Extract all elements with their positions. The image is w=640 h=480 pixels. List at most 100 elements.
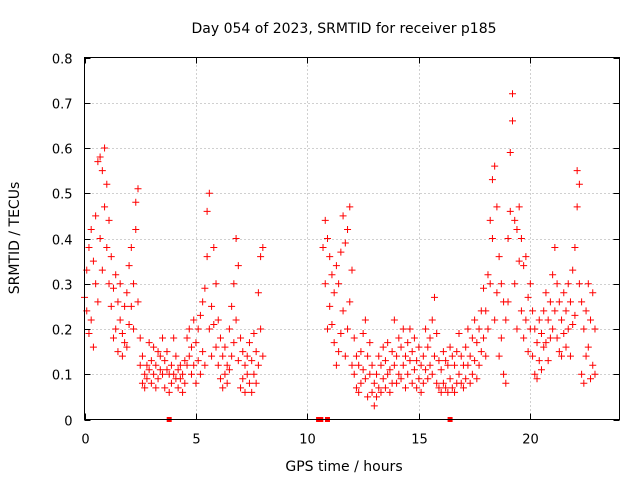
- data-point: [413, 357, 421, 365]
- data-point: [190, 361, 198, 369]
- data-point: [118, 330, 126, 338]
- data-point: [462, 375, 470, 383]
- data-point: [163, 348, 171, 356]
- data-point: [185, 325, 193, 333]
- data-point: [199, 348, 207, 356]
- data-point: [375, 352, 383, 360]
- data-point: [101, 203, 109, 211]
- data-point: [234, 262, 242, 270]
- data-point: [208, 302, 216, 310]
- data-point: [323, 235, 331, 242]
- data-point: [361, 375, 369, 383]
- data-point: [397, 375, 405, 383]
- y-tick-label: 0: [64, 415, 72, 430]
- data-point: [582, 307, 590, 315]
- data-point: [502, 316, 510, 324]
- data-point: [395, 370, 403, 378]
- data-point: [560, 289, 568, 297]
- data-point: [350, 370, 358, 378]
- data-point: [156, 352, 164, 360]
- data-point: [127, 244, 135, 252]
- data-point: [332, 361, 340, 369]
- data-point: [544, 316, 552, 324]
- data-point: [194, 357, 202, 365]
- data-point: [328, 320, 336, 328]
- data-point: [504, 298, 512, 306]
- data-point: [156, 366, 164, 374]
- y-tick-label: 0.4: [52, 234, 73, 249]
- data-point: [346, 203, 354, 211]
- data-point: [564, 325, 572, 333]
- x-tick-label: 20: [522, 433, 539, 448]
- data-point: [497, 280, 505, 288]
- data-point: [125, 320, 133, 328]
- data-point: [468, 334, 476, 342]
- data-point: [243, 370, 251, 378]
- data-point: [94, 298, 102, 306]
- data-point: [435, 357, 443, 365]
- data-point: [85, 244, 93, 252]
- data-point: [553, 334, 561, 342]
- data-point: [535, 316, 543, 324]
- data-point: [348, 266, 356, 274]
- data-point: [89, 343, 97, 351]
- data-point: [506, 149, 514, 157]
- data-point: [437, 388, 445, 396]
- data-point: [96, 235, 104, 242]
- y-tick-label: 0.1: [52, 369, 73, 384]
- data-point: [564, 280, 572, 288]
- data-point: [580, 325, 588, 333]
- data-point: [114, 348, 122, 356]
- data-point: [239, 348, 247, 356]
- x-tick-label: 10: [299, 433, 316, 448]
- data-point: [575, 280, 583, 288]
- data-point: [219, 352, 227, 360]
- data-point: [344, 225, 352, 233]
- data-point: [433, 330, 441, 338]
- data-point: [468, 370, 476, 378]
- data-point: [451, 361, 459, 369]
- data-point: [395, 334, 403, 342]
- data-point: [130, 280, 138, 288]
- axis-ticks: 0 0.1 0.2 0.3 0.4 0.5 0.6 0.7 0.8 0 5 10 15 20: [52, 53, 620, 448]
- data-point: [482, 352, 490, 360]
- data-point: [203, 253, 211, 261]
- data-point: [107, 302, 115, 310]
- data-point: [154, 348, 162, 356]
- data-point: [390, 316, 398, 324]
- data-point: [446, 343, 454, 351]
- data-point: [181, 379, 189, 387]
- data-point: [201, 361, 209, 369]
- data-point: [580, 379, 588, 387]
- data-point: [488, 235, 496, 242]
- data-point: [562, 307, 570, 315]
- data-point: [386, 388, 394, 396]
- data-point: [520, 334, 528, 342]
- data-point: [101, 144, 109, 152]
- data-point: [584, 280, 592, 288]
- data-point: [522, 316, 530, 324]
- data-point: [464, 361, 472, 369]
- data-point: [85, 330, 93, 338]
- data-point: [591, 325, 599, 333]
- data-point: [442, 357, 450, 365]
- data-point: [533, 339, 541, 347]
- data-point: [462, 343, 470, 351]
- y-tick-label: 0.8: [52, 53, 73, 68]
- data-point: [379, 375, 387, 383]
- data-point: [341, 239, 349, 247]
- data-point: [589, 289, 597, 297]
- data-point: [245, 379, 253, 387]
- data-point: [328, 271, 336, 279]
- data-point: [250, 370, 258, 378]
- data-point: [415, 375, 423, 383]
- data-point: [243, 352, 251, 360]
- data-point: [228, 302, 236, 310]
- data-point: [150, 370, 158, 378]
- data-point: [89, 257, 97, 265]
- data-point: [330, 339, 338, 347]
- data-point: [446, 375, 454, 383]
- data-point: [393, 379, 401, 387]
- data-point: [551, 307, 559, 315]
- data-point: [546, 298, 554, 306]
